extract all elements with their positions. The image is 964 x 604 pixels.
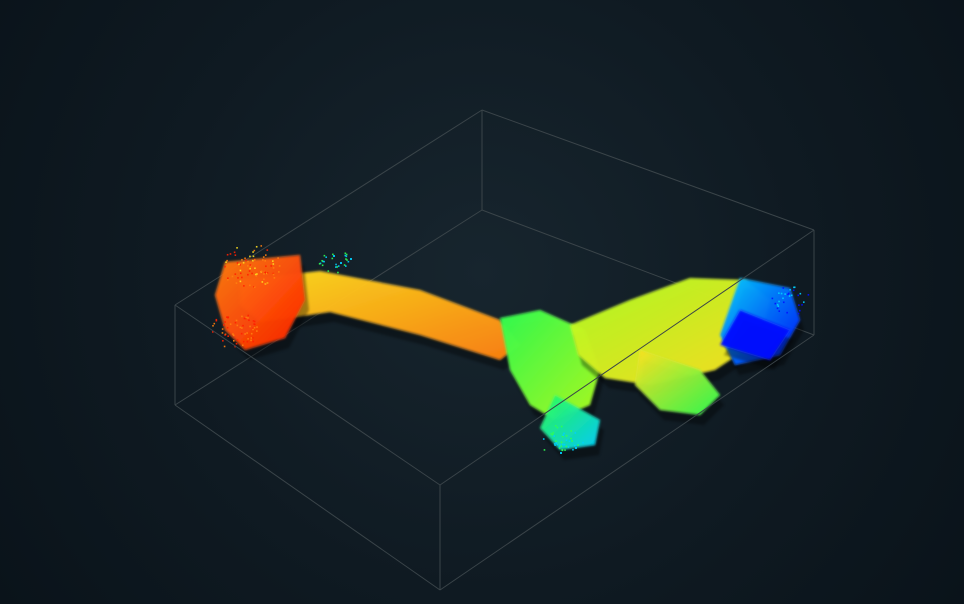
scene-svg [0,0,964,604]
pointcloud-surface [215,255,804,460]
viewport-3d[interactable] [0,0,964,604]
